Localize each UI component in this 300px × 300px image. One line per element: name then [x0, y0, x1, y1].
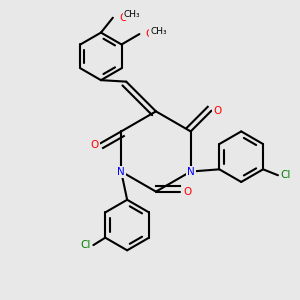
Text: CH₃: CH₃ [124, 10, 140, 19]
Text: N: N [187, 167, 195, 176]
Text: O: O [146, 29, 154, 39]
Text: O: O [213, 106, 222, 116]
Text: Cl: Cl [81, 240, 91, 250]
Text: CH₃: CH₃ [150, 27, 167, 36]
Text: O: O [183, 187, 191, 196]
Text: O: O [90, 140, 99, 150]
Text: O: O [119, 13, 128, 23]
Text: Cl: Cl [280, 170, 291, 180]
Text: N: N [117, 167, 125, 176]
